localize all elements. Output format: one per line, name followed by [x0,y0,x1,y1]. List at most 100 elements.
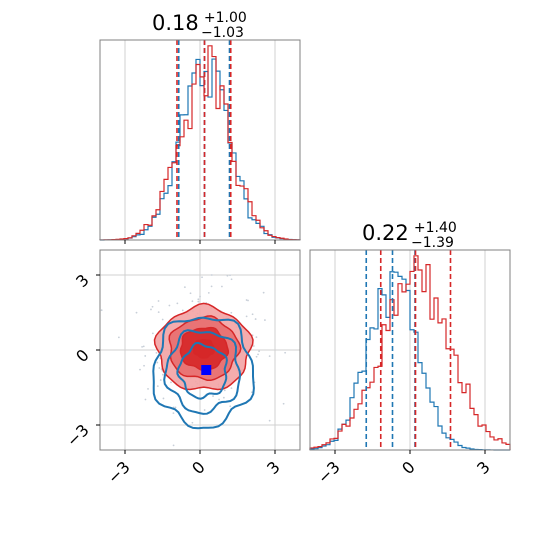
sample-point [191,421,194,424]
sample-point [197,300,200,303]
sample-point [258,350,260,353]
sample-point [251,313,254,316]
sample-point [172,444,175,447]
title-param1-sub: −1.03 [201,25,244,41]
sample-point [218,398,220,401]
sample-point [147,388,149,390]
x-tick-label: −3 [104,457,134,487]
sample-point [156,385,159,388]
sample-point [143,364,145,367]
sample-point [141,345,143,348]
sample-point [221,285,223,288]
sample-point [222,396,225,399]
sample-point [191,300,194,303]
sample-point [229,405,232,408]
quantile-lines [176,40,232,240]
sample-point [230,387,233,390]
joint-panel: −3 0 3 −3 0 3 [63,249,301,488]
sample-point [170,381,172,384]
sample-point [150,308,152,311]
histograms [99,45,301,241]
sample-point [151,332,154,335]
title-param2-sub: −1.39 [411,235,454,251]
sample-point [161,318,164,321]
sample-point [197,298,200,301]
y-tick-label: 0 [72,345,93,366]
sample-point [189,292,192,295]
sample-point [255,355,258,358]
x-tick-label: 3 [473,457,494,478]
sample-point [262,291,265,294]
sample-point [210,285,213,288]
sample-point [162,373,164,376]
sample-point [282,402,285,405]
sample-point [144,355,147,357]
sample-point [252,345,255,347]
x-ticks: −3 0 3 [314,450,494,488]
title-param2-value: 0.22 [362,221,409,245]
sample-point [229,274,231,277]
sample-point [255,336,258,339]
title-param1-value: 0.18 [152,11,199,35]
sample-point [162,397,165,400]
y-tick-label: 3 [72,270,93,291]
contour-red [192,338,215,359]
sample-point [100,309,103,312]
sample-point [203,409,206,411]
title-param2: 0.22 +1.40 [362,220,457,245]
histograms [309,255,511,451]
sample-point [245,299,248,301]
sample-point [155,351,158,354]
sample-point [144,398,147,401]
sample-point [176,302,179,305]
sample-point [172,412,175,415]
sample-point [212,395,214,397]
sample-point [156,361,159,364]
contour-blue [152,316,255,430]
sample-point [223,389,226,392]
sample-point [159,379,162,381]
sample-point [168,304,171,307]
sample-point [254,318,257,320]
x-ticks [124,240,276,244]
sample-point [207,291,210,294]
sample-point [142,345,145,348]
sample-point [157,300,160,302]
sample-point [139,368,141,371]
sample-point [268,355,271,358]
contour-blue [163,329,242,415]
sample-point [230,311,233,314]
grid-lines [100,250,300,450]
sample-point [268,419,271,422]
sample-point [158,367,161,369]
sample-point [183,286,186,289]
sample-point [157,311,160,314]
x-tick-label: −3 [314,457,344,487]
sample-point [247,299,249,302]
sample-point [181,309,184,312]
histogram-series [99,45,301,241]
title-param2-sup: +1.40 [414,220,457,236]
sample-point [174,406,177,409]
sample-point [210,274,213,276]
sample-point [199,295,201,298]
sample-point [117,336,120,339]
sample-point [201,276,203,279]
sample-point [135,311,138,314]
title-param1-sup: +1.00 [204,10,247,26]
y-tick-label: −3 [63,420,93,450]
x-tick-label: 0 [398,457,419,478]
title-param1: 0.18 +1.00 [152,10,247,35]
marginal-panel-param1 [99,39,301,244]
histogram-series [309,255,511,450]
sample-point [245,315,248,318]
contours [152,302,255,430]
sample-point [250,391,253,394]
mean-marker [201,365,212,375]
sample-point [284,351,287,354]
x-tick-label: 0 [188,457,209,478]
marginal-panel-param2: −3 0 3 [309,249,511,488]
sample-point [230,278,233,281]
sample-point [151,305,154,308]
